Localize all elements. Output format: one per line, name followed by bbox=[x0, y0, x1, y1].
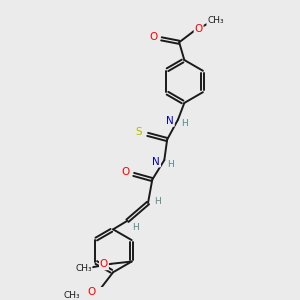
Text: O: O bbox=[100, 260, 108, 269]
Text: H: H bbox=[167, 160, 174, 169]
Text: N: N bbox=[152, 157, 160, 166]
Text: H: H bbox=[132, 223, 139, 232]
Text: H: H bbox=[181, 119, 188, 128]
Text: CH₃: CH₃ bbox=[64, 291, 80, 300]
Text: O: O bbox=[122, 167, 130, 177]
Text: O: O bbox=[149, 32, 158, 42]
Text: S: S bbox=[136, 127, 142, 136]
Text: N: N bbox=[166, 116, 174, 126]
Text: CH₃: CH₃ bbox=[75, 264, 92, 273]
Text: O: O bbox=[88, 287, 96, 297]
Text: H: H bbox=[154, 197, 160, 206]
Text: CH₃: CH₃ bbox=[207, 16, 224, 25]
Text: O: O bbox=[194, 24, 203, 34]
